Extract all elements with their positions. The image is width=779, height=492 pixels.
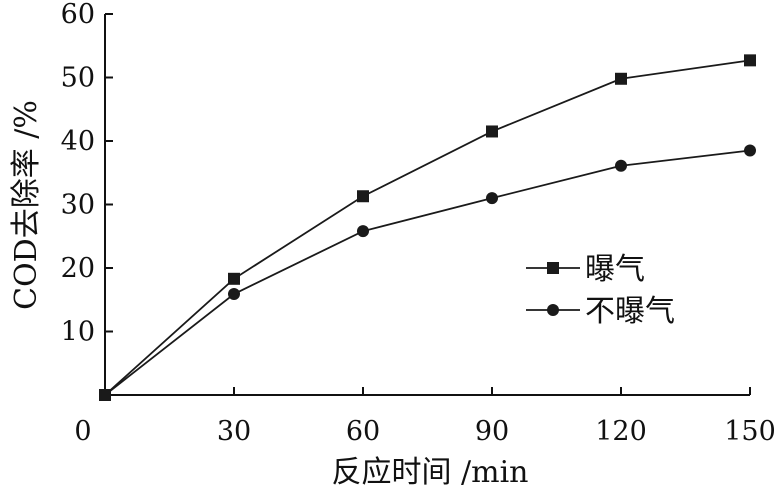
legend-label: 不曝气 <box>585 294 675 329</box>
data-point-square <box>486 125 498 138</box>
series-2 <box>99 144 756 401</box>
y-tick-label: 40 <box>61 126 95 157</box>
legend-label: 曝气 <box>585 252 645 287</box>
y-tick-label: 50 <box>61 63 95 94</box>
y-axis-label: COD去除率 /% <box>9 100 44 310</box>
series-layer <box>99 54 756 401</box>
x-axis-label: 反应时间 /min <box>331 455 528 490</box>
y-tick-label: 10 <box>61 317 95 348</box>
legend-marker-circle <box>547 304 559 316</box>
data-point-circle <box>615 159 627 172</box>
legend-marker-square <box>547 262 559 274</box>
x-tick-label: 90 <box>475 416 509 447</box>
series-1 <box>99 54 756 401</box>
data-point-circle <box>486 192 498 205</box>
data-point-square <box>744 54 756 67</box>
data-point-circle <box>99 389 111 401</box>
data-point-square <box>615 72 627 85</box>
y-tick-label: 60 <box>61 0 95 30</box>
y-tick-label: 20 <box>61 253 95 284</box>
data-point-square <box>357 190 369 203</box>
data-point-circle <box>357 225 369 238</box>
x-tick-labels: 0 30 60 90 120 150 <box>74 416 775 447</box>
y-tick-label: 30 <box>61 190 95 221</box>
data-point-square <box>228 272 240 285</box>
data-point-circle <box>744 144 756 157</box>
series-line <box>104 149 751 396</box>
legend-item-2: 不曝气 <box>526 294 675 329</box>
data-point-circle <box>228 288 240 301</box>
x-tick-label: 150 <box>724 416 776 447</box>
legend-item-1: 曝气 <box>526 252 645 287</box>
series-line <box>104 59 751 396</box>
y-tick-labels: 10 20 30 40 50 60 <box>61 0 95 348</box>
x-tick-label: 60 <box>346 416 380 447</box>
axes <box>104 14 750 396</box>
x-tick-label: 30 <box>217 416 251 447</box>
tick-marks <box>105 13 751 395</box>
x-tick-label: 120 <box>595 416 647 447</box>
x-tick-label: 0 <box>74 416 91 447</box>
